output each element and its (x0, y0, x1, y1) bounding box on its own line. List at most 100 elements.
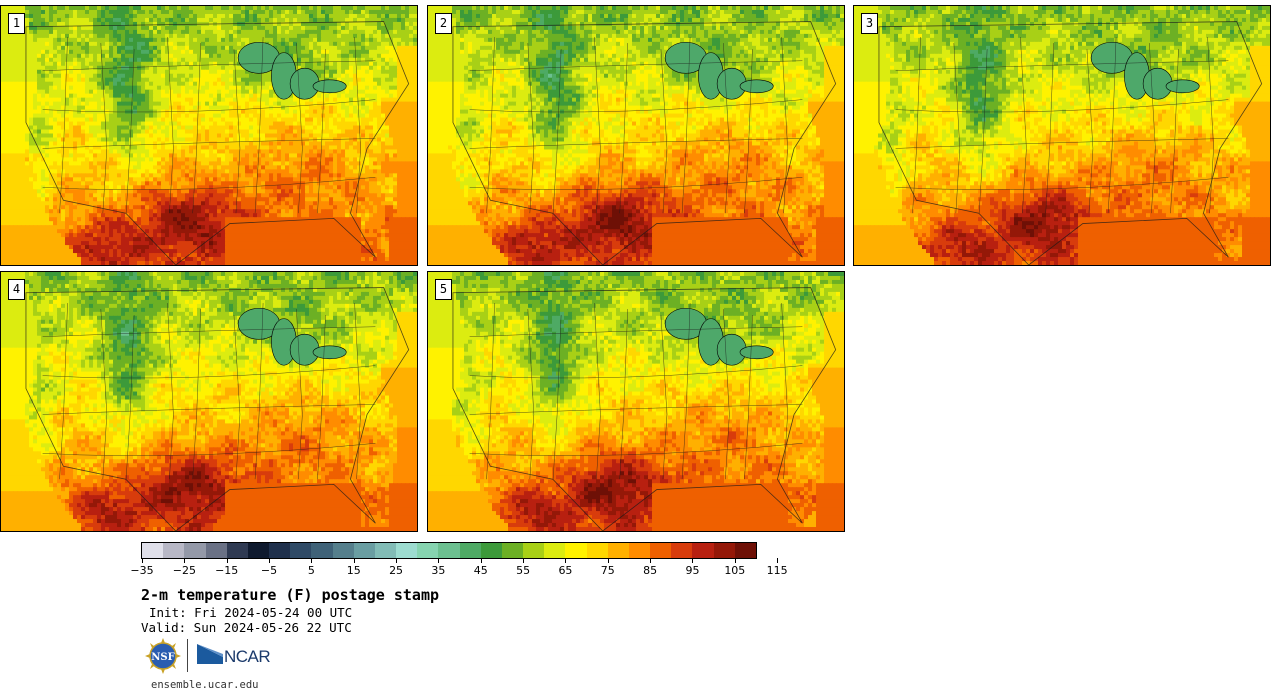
colorbar-tick-label: 25 (389, 564, 403, 577)
colorbar-tick (523, 558, 525, 563)
colorbar-bin (565, 543, 587, 558)
colorbar-bin (650, 543, 672, 558)
temperature-field (1, 272, 417, 531)
colorbar-bin (734, 543, 756, 558)
init-time: Init: Fri 2024-05-24 00 UTC (149, 605, 352, 620)
colorbar-tick-label: 65 (558, 564, 572, 577)
colorbar-bin (163, 543, 185, 558)
colorbar-tick-label: 35 (431, 564, 445, 577)
member-number-label: 3 (861, 13, 878, 34)
coastline (25, 21, 410, 265)
colorbar-tick (607, 558, 609, 563)
state-boundaries (452, 21, 837, 265)
colorbar-bin (226, 543, 248, 558)
colorbar-tick-label: 45 (474, 564, 488, 577)
ensemble-member-map: 2 (427, 5, 845, 266)
colorbar-tick (777, 558, 779, 563)
colorbar-tick (565, 558, 567, 563)
colorbar-bin (501, 543, 524, 558)
colorbar-tick (269, 558, 271, 563)
colorbar-bin (396, 543, 418, 558)
website-url: ensemble.ucar.edu (151, 679, 258, 691)
colorbar-tick-label: 15 (347, 564, 361, 577)
state-boundaries (25, 287, 410, 531)
colorbar-tick (226, 558, 228, 563)
ensemble-member-map: 4 (0, 271, 418, 532)
colorbar-bin (332, 543, 354, 558)
colorbar-bin (586, 543, 608, 558)
colorbar-bin (269, 543, 291, 558)
colorbar-bin (205, 543, 227, 558)
colorbar-tick (480, 558, 482, 563)
colorbar-bin (480, 543, 502, 558)
member-number-label: 1 (8, 13, 25, 34)
state-boundaries (878, 21, 1263, 265)
colorbar-tick (692, 558, 694, 563)
colorbar-bin (290, 543, 312, 558)
member-number-label: 5 (435, 279, 452, 300)
colorbar-tick (353, 558, 355, 563)
colorbar-tick-label: 55 (516, 564, 530, 577)
colorbar-tick-label: 75 (601, 564, 615, 577)
ncar-emblem (197, 644, 223, 664)
colorbar-bin (671, 543, 693, 558)
figure-title: 2-m temperature (F) postage stamp (141, 586, 439, 604)
colorbar-bin (628, 543, 651, 558)
member-number-label: 4 (8, 279, 25, 300)
colorbar-bin (713, 543, 735, 558)
colorbar-tick-label: −25 (173, 564, 196, 577)
colorbar-tick-label: 95 (685, 564, 699, 577)
colorbar-tick (184, 558, 186, 563)
nsf-logo-text: NSF (151, 652, 174, 663)
colorbar-bin (374, 543, 397, 558)
colorbar-ticks: −35 −25 −15 −5 5 15 25 35 45 55 65 75 85 95 105 115 (130, 558, 788, 578)
colorbar-tick-label: 105 (724, 564, 745, 577)
colorbar-tick (734, 558, 736, 563)
colorbar-bin (353, 543, 375, 558)
colorbar-tick-label: −35 (130, 564, 153, 577)
temperature-field (428, 6, 844, 265)
state-boundaries (25, 21, 410, 265)
colorbar-tick-label: 5 (308, 564, 315, 577)
colorbar-bin (247, 543, 270, 558)
colorbar-tick-label: 85 (643, 564, 657, 577)
coastline (452, 287, 837, 531)
colorbar-bin (692, 543, 714, 558)
colorbar-bin (142, 543, 164, 558)
temperature-colorbar (141, 542, 757, 559)
ensemble-member-map: 1 (0, 5, 418, 266)
nsf-logo: NSF (145, 638, 181, 674)
logo-divider (187, 639, 188, 672)
ensemble-member-map: 5 (427, 271, 845, 532)
colorbar-tick-label: −15 (215, 564, 238, 577)
great-lake (739, 345, 774, 360)
member-number-label: 2 (435, 13, 452, 34)
great-lake (312, 345, 347, 360)
great-lake (739, 79, 774, 94)
colorbar-bin (184, 543, 206, 558)
colorbar-bin (438, 543, 460, 558)
temperature-field (428, 272, 844, 531)
coastline (452, 21, 837, 265)
colorbar-bin (544, 543, 566, 558)
coastline (25, 287, 410, 531)
coastline (878, 21, 1263, 265)
colorbar-bin (417, 543, 439, 558)
logo-strip: NSF NCAR (144, 638, 284, 676)
colorbar-tick (438, 558, 440, 563)
state-boundaries (452, 287, 837, 531)
colorbar-tick-label: 115 (767, 564, 788, 577)
colorbar-tick (396, 558, 398, 563)
great-lake (312, 79, 347, 94)
colorbar-bin (459, 543, 481, 558)
colorbar-tick (142, 558, 143, 563)
colorbar-bin (523, 543, 545, 558)
valid-time: Valid: Sun 2024-05-26 22 UTC (141, 620, 352, 635)
colorbar-tick-label: −5 (261, 564, 277, 577)
ncar-logo-text: NCAR (224, 647, 271, 667)
great-lake (1165, 79, 1200, 94)
temperature-field (854, 6, 1270, 265)
ensemble-member-map: 3 (853, 5, 1271, 266)
colorbar-tick (650, 558, 652, 563)
colorbar-bin (311, 543, 333, 558)
